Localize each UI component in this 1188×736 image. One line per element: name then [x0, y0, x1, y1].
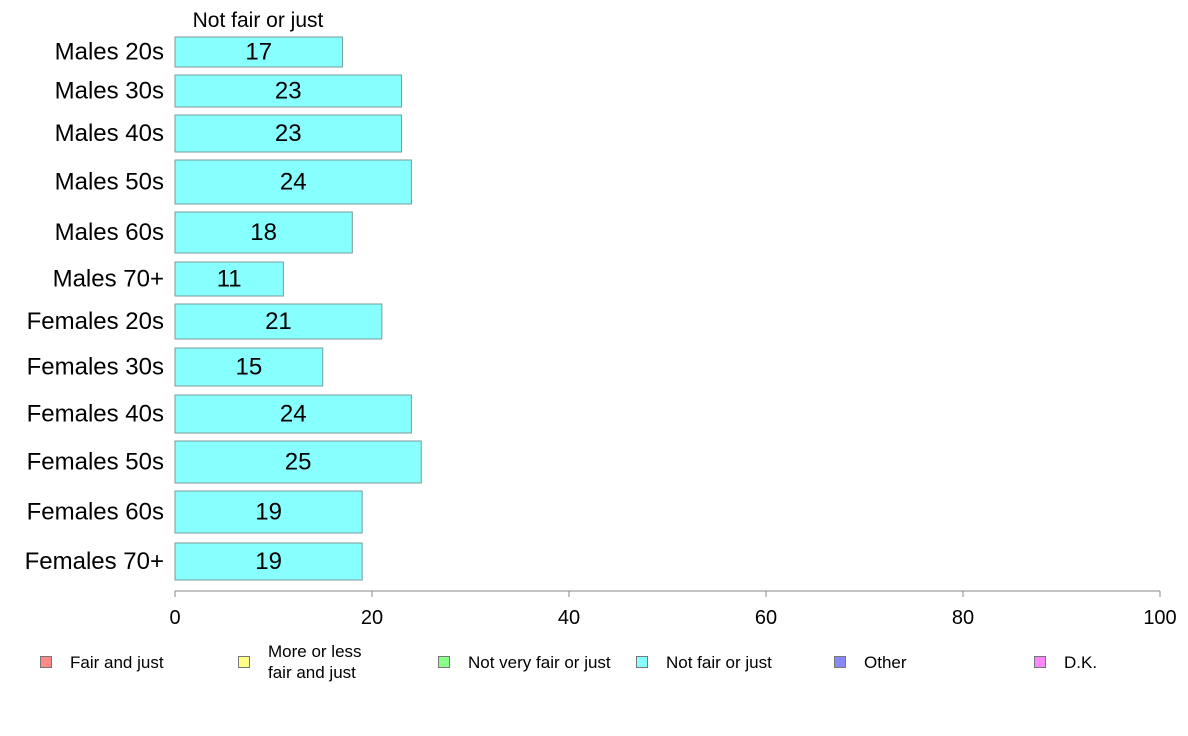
category-label: Females 50s: [27, 449, 164, 476]
legend-label: D.K.: [1064, 652, 1098, 672]
category-label: Males 40s: [55, 120, 164, 147]
legend-item: Not very fair or just: [438, 640, 611, 684]
value-label: 23: [275, 78, 302, 105]
category-label: Males 60s: [55, 219, 164, 246]
bar: [174, 347, 324, 387]
bar: [174, 490, 363, 534]
bar: [174, 261, 284, 297]
bar: [174, 211, 353, 254]
series-header: Not fair or just: [193, 9, 324, 32]
value-label: 11: [217, 266, 242, 293]
legend-item: More or less fair and just: [238, 640, 378, 684]
value-label: 21: [265, 308, 292, 335]
category-label: Females 70+: [25, 548, 164, 575]
category-label: Males 50s: [55, 169, 164, 196]
legend-item: Other: [834, 640, 907, 684]
category-label: Females 40s: [27, 401, 164, 428]
value-label: 19: [255, 499, 282, 526]
legend: Fair and just More or less fair and just N…: [0, 640, 1188, 690]
category-label: Females 20s: [27, 308, 164, 335]
legend-swatch: [1034, 656, 1046, 668]
value-label: 15: [236, 354, 263, 381]
bar: [174, 440, 422, 484]
legend-swatch: [636, 656, 648, 668]
category-label: Females 60s: [27, 499, 164, 526]
category-label: Males 70+: [53, 266, 164, 293]
value-label: 23: [275, 120, 302, 147]
bar: [174, 394, 412, 434]
legend-item: Fair and just: [40, 640, 164, 684]
legend-label: Not very fair or just: [468, 652, 611, 672]
bar: [174, 303, 383, 340]
bar: [174, 74, 403, 108]
x-tick-label: 0: [169, 607, 180, 629]
bars-group: Males 20s 17 Males 30s 23 Males 40s 23 Males 5…: [25, 36, 422, 581]
legend-item: D.K.: [1034, 640, 1097, 684]
category-label: Males 30s: [55, 78, 164, 105]
legend-label: Fair and just: [70, 652, 164, 672]
x-tick-label: 80: [952, 607, 974, 629]
value-label: 24: [280, 169, 307, 196]
legend-swatch: [438, 656, 450, 668]
legend-swatch: [834, 656, 846, 668]
x-tick-label: 60: [755, 607, 777, 629]
value-label: 18: [250, 219, 277, 246]
value-label: 17: [245, 39, 272, 66]
bar: [174, 542, 363, 581]
legend-swatch: [40, 656, 52, 668]
x-tick-label: 100: [1143, 607, 1176, 629]
bar: [174, 114, 403, 153]
x-tick-label: 20: [361, 607, 383, 629]
category-label: Males 20s: [55, 39, 164, 66]
bar: [174, 159, 412, 205]
legend-label: More or less fair and just: [268, 642, 362, 682]
value-label: 24: [280, 401, 307, 428]
legend-item: Not fair or just: [636, 640, 772, 684]
x-tick-label: 40: [558, 607, 580, 629]
legend-label: Not fair or just: [666, 652, 772, 672]
legend-label: Other: [864, 652, 907, 672]
legend-swatch: [238, 656, 250, 668]
value-label: 19: [255, 548, 282, 575]
category-label: Females 30s: [27, 354, 164, 381]
bar: [174, 36, 343, 68]
value-label: 25: [285, 449, 312, 476]
x-axis: 0 20 40 60 80 100: [169, 590, 1177, 629]
